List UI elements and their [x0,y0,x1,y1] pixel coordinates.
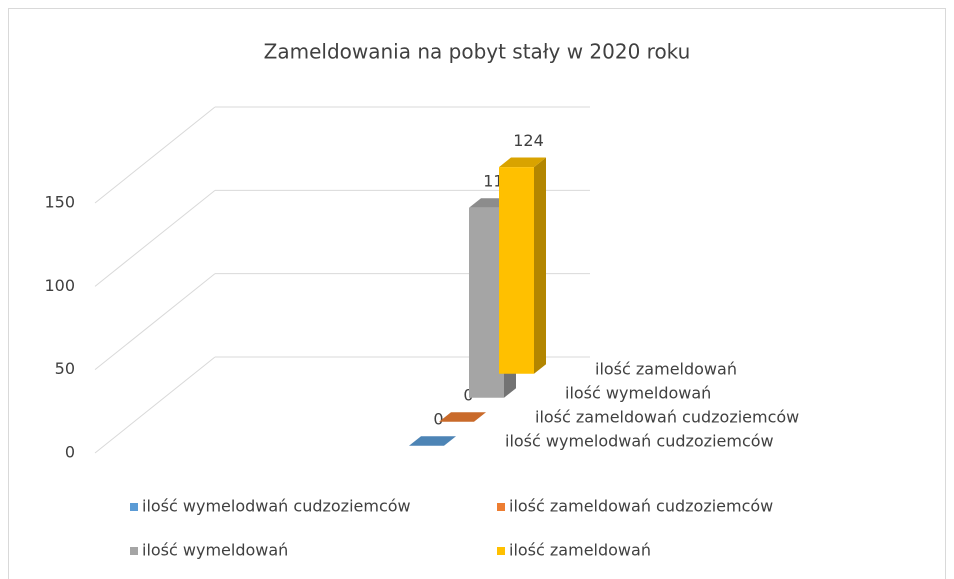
depth-label: ilość zameldowań cudzoziemców [535,408,799,427]
depth-label: ilość wymelodwań cudzoziemców [505,432,774,451]
bar [499,157,546,374]
grid-line [94,189,216,287]
grid-line [94,106,216,204]
depth-label: ilość zameldowań [595,360,737,379]
legend-label: ilość wymeldowań [142,541,288,560]
bar-side [534,157,546,374]
bar [439,412,486,422]
legend-swatch [130,547,138,555]
legend-label: ilość wymelodwań cudzoziemców [142,497,411,516]
y-tick-label: 50 [55,359,75,378]
y-tick-label: 100 [44,276,75,295]
depth-label: ilość wymeldowań [565,384,711,403]
grid-line [94,273,216,371]
legend-label: ilość zameldowań [509,541,651,560]
chart-title: Zameldowania na pobyt stały w 2020 roku [264,40,691,64]
bar-front [469,207,504,398]
bar-top [499,157,546,168]
value-label: 0 [463,386,473,405]
value-label: 0 [433,410,443,429]
y-tick-label: 0 [65,443,75,462]
bar-top [409,436,456,446]
bar-front [499,167,534,374]
legend-swatch [497,503,505,511]
bar-top [439,412,486,422]
grid-line [94,356,216,454]
value-label: 124 [513,131,544,150]
legend-swatch [130,503,138,511]
legend-label: ilość zameldowań cudzoziemców [509,497,773,516]
legend-swatch [497,547,505,555]
bar [409,436,456,446]
y-tick-label: 150 [44,193,75,212]
